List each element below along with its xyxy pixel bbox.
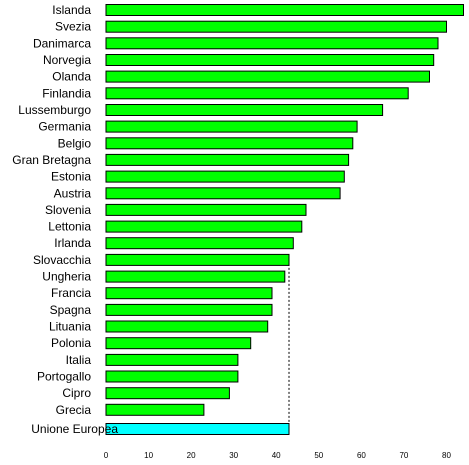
bar-lituania <box>105 320 269 333</box>
category-labels: Islanda Svezia Danimarca Norvegia Olanda Finl… <box>12 3 118 436</box>
category-label: Irlanda <box>54 236 91 250</box>
bar-portogallo <box>105 370 239 383</box>
category-label: Estonia <box>51 170 91 184</box>
reference-label: Unione Europea <box>31 422 118 436</box>
bar-grecia <box>105 403 205 416</box>
category-label: Grecia <box>56 403 92 417</box>
category-label: Olanda <box>52 70 91 84</box>
x-axis-ticks: 0 10 20 30 40 50 60 70 80 <box>104 451 452 460</box>
category-label: Austria <box>54 186 92 200</box>
bars-layer <box>105 4 464 435</box>
category-label: Ungheria <box>42 270 91 284</box>
bar-germania <box>105 120 358 133</box>
x-tick-label: 20 <box>187 451 196 460</box>
bar-lettonia <box>105 220 303 233</box>
category-label: Cipro <box>62 386 91 400</box>
x-tick-label: 40 <box>272 451 281 460</box>
category-label: Francia <box>51 286 91 300</box>
category-label: Norvegia <box>43 53 91 67</box>
bar-islanda <box>105 4 464 16</box>
bar-gran-bretagna <box>105 153 350 166</box>
category-label: Svezia <box>55 20 91 34</box>
x-tick-label: 0 <box>104 451 109 460</box>
bar-belgio <box>105 137 354 150</box>
bar-spagna <box>105 303 273 316</box>
x-tick-label: 30 <box>229 451 238 460</box>
bar-irlanda <box>105 237 294 250</box>
bar-austria <box>105 187 341 200</box>
category-label: Germania <box>38 120 91 134</box>
category-label: Lituania <box>49 320 91 334</box>
category-label: Spagna <box>50 303 92 317</box>
category-label: Belgio <box>58 136 92 150</box>
bar-olanda <box>105 70 430 83</box>
bar-lussemburgo <box>105 104 384 116</box>
bar-slovenia <box>105 203 307 216</box>
x-tick-label: 60 <box>357 451 366 460</box>
bar-slovacchia <box>105 253 290 266</box>
x-tick-label: 80 <box>442 451 451 460</box>
x-tick-label: 70 <box>399 451 408 460</box>
bar-unione-europea <box>105 423 290 435</box>
category-label: Gran Bretagna <box>12 153 91 167</box>
bar-svezia <box>105 20 447 33</box>
category-label: Slovenia <box>45 203 91 217</box>
bar-norvegia <box>105 54 435 66</box>
bar-francia <box>105 287 273 300</box>
bar-polonia <box>105 337 252 350</box>
bar-cipro <box>105 387 230 400</box>
category-label: Portogallo <box>37 370 91 384</box>
bar-italia <box>105 353 239 366</box>
x-tick-label: 10 <box>144 451 153 460</box>
category-label: Danimarca <box>33 36 91 50</box>
bar-danimarca <box>105 37 439 50</box>
category-label: Polonia <box>51 336 91 350</box>
category-label: Slovacchia <box>33 253 91 267</box>
bar-estonia <box>105 170 345 183</box>
category-label: Lettonia <box>48 220 91 234</box>
bar-finlandia <box>105 87 409 100</box>
category-label: Italia <box>66 353 92 367</box>
category-label: Lussemburgo <box>18 103 91 117</box>
bar-ungheria <box>105 270 286 283</box>
category-label: Finlandia <box>42 86 91 100</box>
category-label: Islanda <box>52 3 91 17</box>
x-tick-label: 50 <box>314 451 323 460</box>
